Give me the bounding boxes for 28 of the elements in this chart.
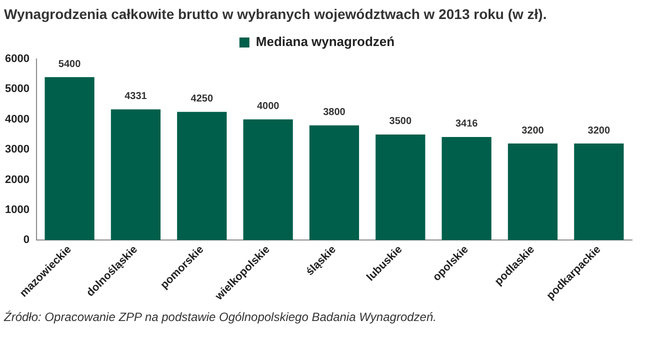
data-label: 3200 — [522, 125, 544, 136]
bar — [376, 134, 426, 240]
bar — [177, 112, 227, 240]
data-label: 4000 — [256, 101, 280, 112]
text: Źródło: Opracowanie ZPP na podstawie Ogólnopolskiego Badania Wynagrodzeń. — [2, 309, 438, 324]
bar — [574, 144, 624, 240]
data-label: 3416 — [455, 118, 478, 130]
y-tick-label: 2000 — [4, 174, 30, 186]
y-tick-label: 5000 — [4, 83, 30, 96]
chart-title: Wynagrodzenia całkowite brutto w wybranych województwach w 2013 roku (w zł). — [3, 5, 548, 24]
bar — [44, 77, 94, 240]
data-label: 3200 — [588, 125, 610, 136]
bar — [243, 119, 293, 240]
data-label: 3800 — [323, 107, 346, 118]
legend-label: Mediana wynagrodzeń — [256, 34, 395, 50]
y-tick-label: 4000 — [4, 113, 30, 126]
y-tick-label: 3000 — [4, 144, 30, 156]
y-tick-label: 0 — [23, 234, 30, 246]
bar — [309, 125, 360, 240]
data-label: 4250 — [190, 94, 214, 105]
bar — [110, 109, 161, 240]
data-label: 3500 — [389, 116, 412, 128]
y-tick-label: 6000 — [4, 53, 30, 66]
data-label: 4331 — [124, 91, 148, 102]
bar — [508, 144, 558, 240]
data-label: 5400 — [58, 58, 82, 70]
y-tick-label: 1000 — [4, 204, 30, 216]
bar — [442, 136, 492, 240]
